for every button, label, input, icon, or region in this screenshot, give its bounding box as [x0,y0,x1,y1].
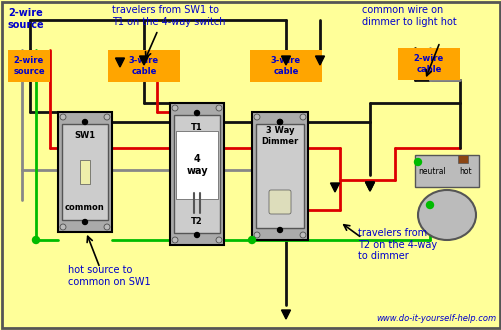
Text: www.do-it-yourself-help.com: www.do-it-yourself-help.com [375,314,495,323]
Circle shape [82,219,87,224]
Text: common: common [65,204,105,213]
Text: travelers from
T2 on the 4-way
to dimmer: travelers from T2 on the 4-way to dimmer [357,228,436,261]
Circle shape [414,158,421,166]
Polygon shape [281,310,290,319]
Bar [174,115,219,233]
Circle shape [215,237,221,243]
Bar [176,131,217,199]
Circle shape [300,114,306,120]
Circle shape [300,232,306,238]
Text: 3-wire
cable: 3-wire cable [271,56,301,76]
Bar [256,124,304,228]
Text: 2-wire
cable: 2-wire cable [413,54,443,74]
Polygon shape [330,183,339,192]
Circle shape [254,114,260,120]
Circle shape [104,114,110,120]
Bar [58,112,112,232]
Text: 2-wire
source: 2-wire source [13,56,45,76]
Bar [414,155,478,187]
Text: hot: hot [459,167,471,176]
Text: hot source to
common on SW1: hot source to common on SW1 [68,265,150,286]
Circle shape [60,114,66,120]
Bar [252,112,308,240]
Bar [8,50,50,82]
Circle shape [104,224,110,230]
Text: travelers from SW1 to
T1 on the 4-way switch: travelers from SW1 to T1 on the 4-way sw… [112,5,225,27]
Circle shape [248,237,255,244]
Ellipse shape [417,190,475,240]
Text: 3 Way
Dimmer: 3 Way Dimmer [261,126,298,146]
Bar [80,160,90,184]
Polygon shape [115,58,124,67]
Bar [397,48,459,80]
Circle shape [254,232,260,238]
Polygon shape [365,182,374,191]
Circle shape [277,227,282,233]
Circle shape [33,237,40,244]
Text: T2: T2 [191,216,202,225]
Circle shape [277,119,282,124]
Bar [457,155,467,163]
Text: 4
way: 4 way [186,154,207,176]
Text: SW1: SW1 [74,131,95,141]
Bar [170,103,223,245]
Circle shape [60,224,66,230]
Circle shape [172,105,178,111]
Circle shape [82,119,87,124]
Circle shape [194,111,199,116]
Text: neutral: neutral [417,167,445,176]
Circle shape [277,119,282,124]
Polygon shape [365,182,374,191]
Text: T1: T1 [191,122,202,131]
Polygon shape [281,56,290,65]
Text: 3-wire
cable: 3-wire cable [129,56,159,76]
Bar [249,50,321,82]
Bar [62,124,108,220]
Polygon shape [315,56,324,65]
FancyBboxPatch shape [269,190,291,214]
Circle shape [194,233,199,238]
Bar [108,50,180,82]
Polygon shape [139,56,148,65]
Circle shape [215,105,221,111]
Circle shape [426,202,433,209]
Text: common wire on
dimmer to light hot: common wire on dimmer to light hot [361,5,456,27]
Circle shape [172,237,178,243]
Text: 2-wire
source: 2-wire source [8,8,45,30]
